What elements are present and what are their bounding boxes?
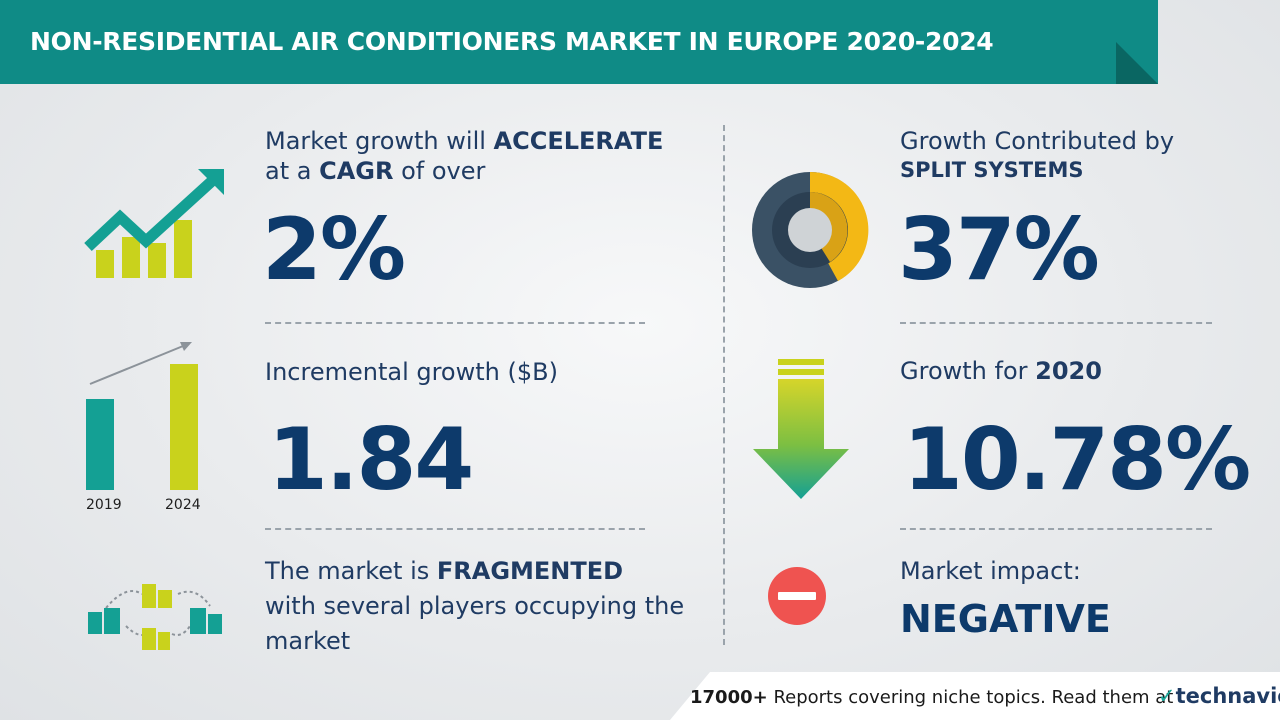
buildings-icon <box>88 584 222 650</box>
center-divider <box>723 125 725 645</box>
year-end-label: 2024 <box>165 497 201 513</box>
cagr-value: 2% <box>262 200 406 300</box>
divider-right-1 <box>900 322 1212 324</box>
fragmented-line3: market <box>265 627 351 655</box>
yoy-value: 10.78% <box>903 410 1251 510</box>
technavio-logo[interactable]: ✓technavio <box>1158 684 1280 708</box>
footer-text: 17000+ Reports covering niche topics. Re… <box>690 687 1174 708</box>
divider-left-1 <box>265 322 645 324</box>
segment-label: Growth Contributed by <box>900 127 1175 155</box>
banner-fold <box>1116 42 1158 84</box>
incremental-label: Incremental growth ($B) <box>265 358 558 386</box>
bar-growth-icon <box>86 342 198 490</box>
impact-label: Market impact: <box>900 557 1081 585</box>
segment-name: SPLIT SYSTEMS <box>900 158 1084 182</box>
footer-bar <box>670 672 1280 720</box>
fragmented-line1: The market is FRAGMENTED <box>265 557 624 585</box>
yoy-label: Growth for 2020 <box>900 357 1102 385</box>
header-banner <box>0 0 1158 84</box>
fragmented-line2: with several players occupying the <box>265 592 685 620</box>
cagr-line1: Market growth will ACCELERATE <box>265 127 664 155</box>
incremental-value: 1.84 <box>268 410 474 510</box>
minus-circle-icon <box>768 567 826 625</box>
impact-value: NEGATIVE <box>900 597 1111 641</box>
segment-value: 37% <box>898 200 1100 300</box>
down-arrow-icon <box>753 359 849 499</box>
technavio-mark-icon: ✓ <box>1158 684 1176 708</box>
year-start-label: 2019 <box>86 497 122 513</box>
cagr-line2: at a CAGR of over <box>265 157 486 185</box>
growth-arrow-icon <box>84 169 224 278</box>
page-title: NON-RESIDENTIAL AIR CONDITIONERS MARKET … <box>30 27 994 56</box>
divider-right-2 <box>900 528 1212 530</box>
donut-chart-icon <box>752 171 869 288</box>
divider-left-2 <box>265 528 645 530</box>
